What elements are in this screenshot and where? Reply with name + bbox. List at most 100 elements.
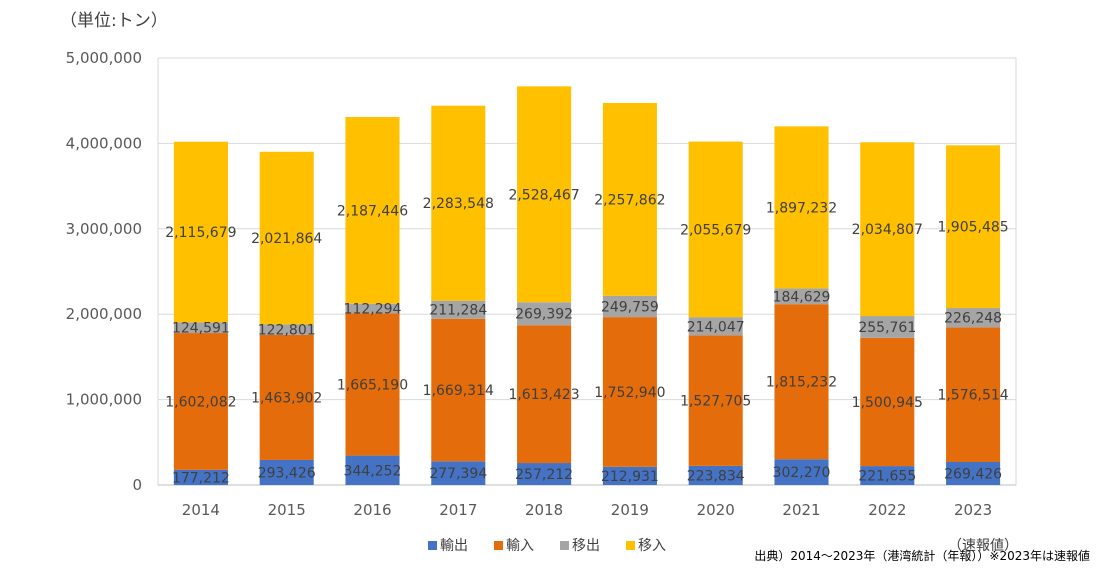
bar-segment [173,322,228,334]
data-label: 223,834 [687,468,745,484]
bar-segment [431,318,486,462]
data-label: 177,212 [172,470,230,486]
data-label: 212,931 [601,469,659,485]
data-label: 302,270 [773,465,831,481]
legend-swatch [494,541,503,550]
x-tick-label: 2018 [525,501,563,519]
bar-segment [259,151,314,325]
data-label: 1,576,514 [937,388,1008,404]
bar-segment [602,102,657,296]
bar-segment [860,316,915,338]
x-tick-label: 2022 [868,501,906,519]
data-label: 255,761 [858,320,916,336]
data-label: 1,527,705 [680,394,751,410]
data-label: 1,665,190 [337,377,408,393]
bar-segment [688,465,743,485]
bar-segment [774,126,829,289]
data-label: 1,669,314 [423,383,494,399]
x-tick-label: 2020 [697,501,735,519]
bar-segment [259,334,314,460]
bar-segment [345,313,400,456]
bar-segment [517,325,572,464]
data-label: 2,257,862 [594,192,665,208]
x-tick-label: 2014 [182,501,220,519]
data-label: 112,294 [344,302,402,318]
bar-segment [517,86,572,303]
bar-segment [602,466,657,485]
data-label: 2,115,679 [165,225,236,241]
y-tick-label: 2,000,000 [66,305,142,323]
bar-segment [946,308,1001,328]
bar-segment [345,116,400,304]
axes: 0 1,000,000 2,000,000 3,000,000 4,000,000 5,0… [66,49,1016,519]
y-tick-label: 4,000,000 [66,134,142,152]
bar-segment [345,455,400,485]
data-label: 184,629 [773,289,831,305]
y-tick-label: 1,000,000 [66,391,142,409]
data-label: 122,801 [258,323,316,339]
data-label: 211,284 [429,303,487,319]
x-tick-label: 2017 [439,501,477,519]
x-tick-label: 2015 [268,501,306,519]
data-label: 269,426 [944,466,1002,482]
data-label: 1,752,940 [594,385,665,401]
preliminary-note: （速報値） [948,538,1018,554]
legend-label: 輸入 [506,538,534,554]
data-label: 1,815,232 [766,375,837,391]
data-label: 1,500,945 [852,395,923,411]
data-label: 124,591 [172,321,230,337]
y-tick-label: 0 [132,476,142,494]
bar-segment [946,145,1001,309]
bar-segment [946,327,1001,462]
bar-segment [688,141,743,318]
bar-segment [431,461,486,485]
data-label: 1,613,423 [508,387,579,403]
bar-segment [431,300,486,319]
bar-segment [517,302,572,326]
data-label: 293,426 [258,465,316,481]
bar-segment [259,324,314,335]
unit-label: （単位:トン） [60,11,168,31]
bar-segment [173,333,228,470]
y-tick-label: 5,000,000 [66,49,142,67]
bar-segment [946,461,1001,485]
bar-segment [602,295,657,318]
bar-segment [860,337,915,467]
legend-swatch [626,541,635,550]
bar-segment [774,288,829,305]
data-label: 249,759 [601,299,659,315]
y-tick-label: 3,000,000 [66,220,142,238]
legend-swatch [560,541,569,550]
bar-segment [688,335,743,466]
bar-segment [860,466,915,485]
data-label: 2,021,864 [251,231,322,247]
data-label: 221,655 [858,469,916,485]
data-label: 257,212 [515,467,573,483]
data-label: 1,602,082 [165,394,236,410]
source-note: 出典）2014～2023年（港湾統計（年報））※2023年は速報値 [754,548,1090,563]
legend: 輸出 輸入 移出 移入 [428,538,666,554]
data-label: 269,392 [515,307,573,323]
data-label: 1,905,485 [937,220,1008,236]
legend-label: 移入 [638,538,666,554]
data-label: 2,283,548 [423,196,494,212]
data-label: 1,463,902 [251,390,322,406]
bar-segment [774,459,829,485]
bar-segment [259,459,314,485]
x-tick-label: 2021 [782,501,820,519]
data-labels: 177,212 1,602,082 124,591 2,115,679 293,426 1… [165,187,1009,486]
bar-segment [173,469,228,485]
data-label: 344,252 [344,463,402,479]
bar-segment [860,142,915,317]
x-tick-label: 2019 [611,501,649,519]
x-tick-label: 2023 [954,501,992,519]
data-label: 2,187,446 [337,203,408,219]
bar-segment [345,303,400,314]
data-label: 2,528,467 [508,187,579,203]
data-label: 226,248 [944,311,1002,327]
legend-label: 移出 [572,538,600,554]
bar-segment [173,141,228,323]
legend-swatch [428,541,437,550]
